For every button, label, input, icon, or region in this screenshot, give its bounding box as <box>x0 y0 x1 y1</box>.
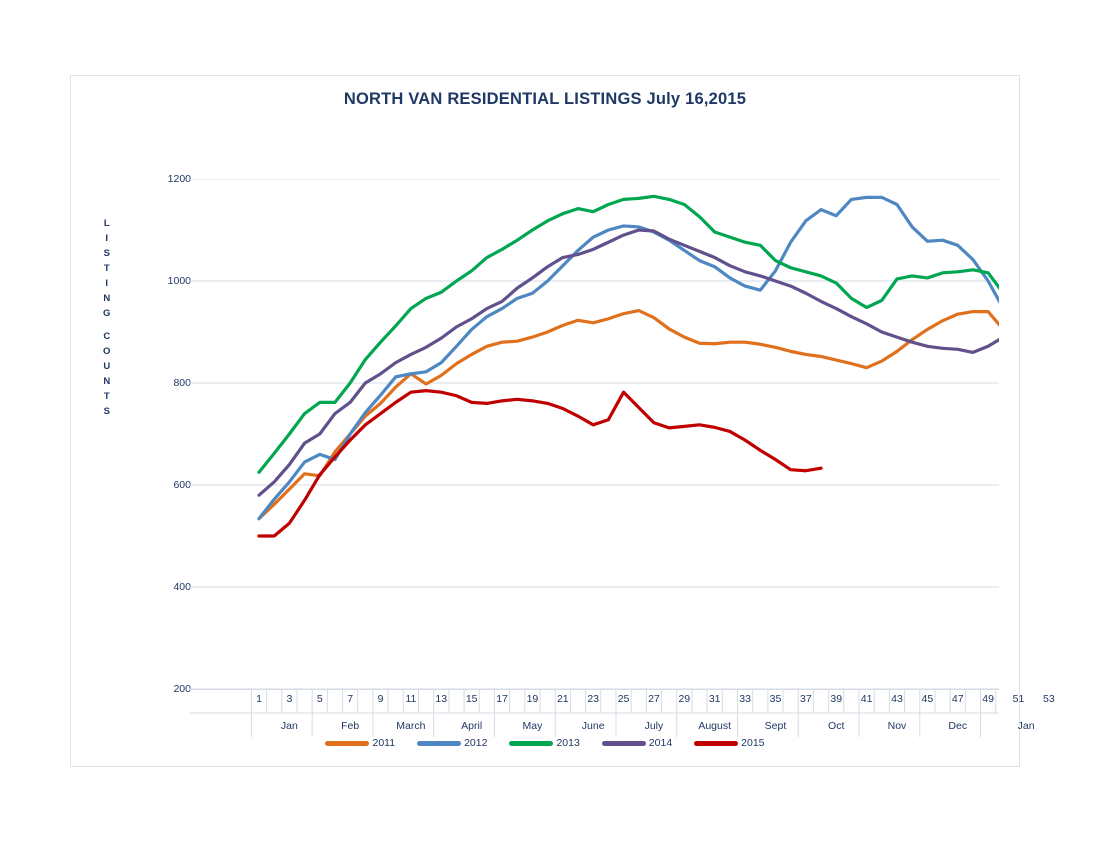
legend-swatch-2013 <box>509 741 553 746</box>
series-line-2014 <box>259 230 999 495</box>
x-month-label: July <box>645 720 664 732</box>
x-tick-label: 39 <box>830 693 842 705</box>
legend-label: 2013 <box>556 737 579 749</box>
x-month-label: August <box>698 720 731 732</box>
y-tick-label: 600 <box>145 479 191 491</box>
y-axis-title-letter: G <box>96 306 118 321</box>
legend-item-2012[interactable]: 2012 <box>417 737 487 749</box>
x-tick-label: 31 <box>709 693 721 705</box>
y-tick-label: 200 <box>145 683 191 695</box>
y-axis-title-letter: T <box>96 261 118 276</box>
x-month-label: Dec <box>948 720 967 732</box>
y-tick-label: 800 <box>145 377 191 389</box>
x-tick-label: 3 <box>286 693 292 705</box>
legend-label: 2015 <box>741 737 764 749</box>
x-tick-label: 11 <box>405 693 416 705</box>
x-month-label: Jan <box>1018 720 1035 732</box>
x-tick-label: 51 <box>1013 693 1025 705</box>
x-tick-label: 41 <box>861 693 873 705</box>
y-axis-tick-labels: 200 400 600 800 1000 1200 <box>145 76 191 766</box>
legend-swatch-2012 <box>417 741 461 746</box>
x-month-label: Sept <box>765 720 787 732</box>
y-axis-title: LISTINGCOUNTS <box>96 216 118 419</box>
y-axis-title-letter: L <box>96 216 118 231</box>
x-tick-label: 29 <box>678 693 690 705</box>
x-tick-label: 5 <box>317 693 323 705</box>
chart-frame: NORTH VAN RESIDENTIAL LISTINGS July 16,2… <box>70 75 1020 767</box>
legend-item-2015[interactable]: 2015 <box>694 737 764 749</box>
x-month-label: Feb <box>341 720 359 732</box>
x-tick-label: 23 <box>587 693 599 705</box>
y-axis-title-letter <box>96 321 118 329</box>
x-tick-label: 25 <box>618 693 630 705</box>
y-axis-title-letter: I <box>96 276 118 291</box>
x-tick-label: 37 <box>800 693 812 705</box>
legend-item-2013[interactable]: 2013 <box>509 737 579 749</box>
legend-swatch-2011 <box>325 741 369 746</box>
legend-label: 2011 <box>372 737 395 749</box>
legend-item-2014[interactable]: 2014 <box>602 737 672 749</box>
y-axis-title-letter: N <box>96 291 118 306</box>
x-tick-label: 49 <box>982 693 994 705</box>
x-tick-label: 45 <box>922 693 934 705</box>
plot-area <box>189 179 999 689</box>
y-tick-label: 1000 <box>145 275 191 287</box>
y-axis-title-letter: T <box>96 389 118 404</box>
x-tick-label: 19 <box>527 693 539 705</box>
x-tick-label: 13 <box>435 693 447 705</box>
x-tick-label: 9 <box>378 693 384 705</box>
x-tick-label: 35 <box>770 693 782 705</box>
x-tick-label: 53 <box>1043 693 1055 705</box>
legend-swatch-2014 <box>602 741 646 746</box>
x-month-label: June <box>582 720 605 732</box>
y-axis-title-letter: S <box>96 404 118 419</box>
y-axis-title-letter: C <box>96 329 118 344</box>
x-month-label: March <box>396 720 425 732</box>
y-axis-title-letter: N <box>96 374 118 389</box>
legend-item-2011[interactable]: 2011 <box>325 737 395 749</box>
legend-label: 2014 <box>649 737 672 749</box>
x-tick-label: 47 <box>952 693 964 705</box>
series-lines <box>189 179 999 689</box>
x-month-label: Jan <box>281 720 298 732</box>
chart-title: NORTH VAN RESIDENTIAL LISTINGS July 16,2… <box>71 90 1019 109</box>
x-month-label: Nov <box>888 720 907 732</box>
x-tick-label: 15 <box>466 693 478 705</box>
y-axis-title-letter: O <box>96 344 118 359</box>
x-tick-label: 1 <box>256 693 262 705</box>
x-month-label: Oct <box>828 720 844 732</box>
x-tick-label: 21 <box>557 693 569 705</box>
x-tick-label: 27 <box>648 693 660 705</box>
y-axis-title-letter: S <box>96 246 118 261</box>
legend-label: 2012 <box>464 737 487 749</box>
y-axis-title-letter: U <box>96 359 118 374</box>
chart-legend: 2011 2012 2013 2014 2015 <box>71 737 1019 749</box>
x-tick-label: 33 <box>739 693 751 705</box>
series-line-2011 <box>259 311 999 519</box>
x-tick-label: 7 <box>347 693 353 705</box>
legend-swatch-2015 <box>694 741 738 746</box>
y-tick-label: 1200 <box>145 173 191 185</box>
x-tick-label: 17 <box>496 693 508 705</box>
x-month-label: April <box>461 720 482 732</box>
y-axis-title-letter: I <box>96 231 118 246</box>
x-month-label: May <box>522 720 542 732</box>
series-line-2015 <box>259 391 821 536</box>
x-tick-label: 43 <box>891 693 903 705</box>
y-tick-label: 400 <box>145 581 191 593</box>
